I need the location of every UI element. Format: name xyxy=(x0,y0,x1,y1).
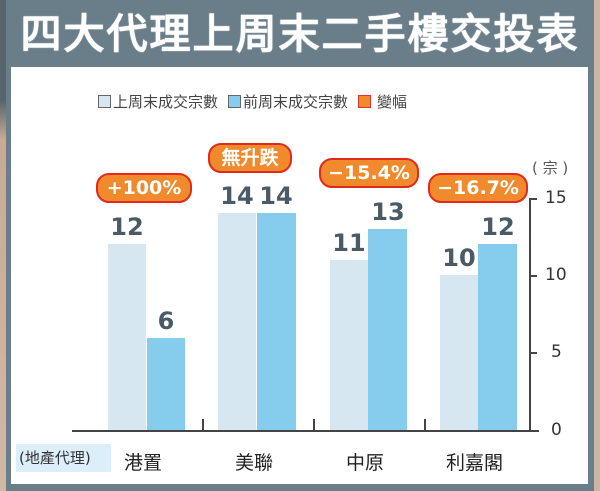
value-label: 6 xyxy=(157,307,175,335)
bar-last-weekend xyxy=(330,260,368,431)
y-axis-line xyxy=(529,198,531,431)
bar-prev-weekend xyxy=(257,213,296,431)
x-axis-title: (地產代理) xyxy=(16,444,111,472)
value-label: 13 xyxy=(371,198,405,226)
bar-last-weekend xyxy=(440,275,478,431)
legend-item-change: 變幅 xyxy=(358,91,407,112)
change-badge: −15.4% xyxy=(319,158,419,188)
legend-swatch-prev-weekend xyxy=(228,94,242,108)
x-axis-line xyxy=(72,430,539,432)
x-axis-tick xyxy=(202,419,204,431)
chart-title: 四大代理上周末二手樓交投表現 xyxy=(20,10,580,118)
bar-last-weekend xyxy=(218,213,256,431)
value-label: 14 xyxy=(259,182,293,210)
y-tick-label: 0 xyxy=(551,420,562,440)
y-tick-label: 5 xyxy=(551,342,562,362)
legend-item-prev-weekend: 前周末成交宗數 xyxy=(228,91,348,112)
value-label: 12 xyxy=(110,213,144,241)
bar-prev-weekend xyxy=(147,338,185,431)
value-label: 12 xyxy=(481,213,515,241)
legend-swatch-change xyxy=(358,94,372,108)
category-label: 港置 xyxy=(124,452,163,474)
category-label: 美聯 xyxy=(235,452,274,474)
y-axis-tick xyxy=(529,275,537,277)
legend: 上周末成交宗數 前周末成交宗數 變幅 xyxy=(98,91,417,111)
y-axis-tick xyxy=(529,198,537,200)
value-label: 14 xyxy=(220,182,254,210)
y-tick-label: 15 xyxy=(545,188,567,208)
change-badge: 無升跌 xyxy=(208,143,292,173)
legend-label: 上周末成交宗數 xyxy=(113,92,219,111)
y-tick-label: 10 xyxy=(545,265,567,285)
bar-prev-weekend xyxy=(368,229,407,431)
change-badge: +100% xyxy=(96,173,192,203)
background-edge xyxy=(0,0,6,491)
legend-swatch-last-weekend xyxy=(98,94,111,108)
y-axis-tick xyxy=(529,352,537,354)
x-axis-tick xyxy=(313,419,315,431)
legend-label: 前周末成交宗數 xyxy=(243,92,349,111)
bar-prev-weekend xyxy=(478,244,517,431)
category-label: 中原 xyxy=(346,452,385,474)
x-axis-tick xyxy=(424,419,426,431)
category-label: 利嘉閣 xyxy=(446,452,504,474)
change-badge: −16.7% xyxy=(428,173,528,203)
y-axis-tick xyxy=(529,430,537,432)
legend-label: 變幅 xyxy=(377,92,408,111)
legend-item-last-weekend: 上周末成交宗數 xyxy=(98,91,218,112)
bar-last-weekend xyxy=(108,244,146,431)
value-label: 11 xyxy=(332,229,366,257)
value-label: 10 xyxy=(442,244,476,272)
y-axis-unit: ( 宗 ) xyxy=(532,159,569,177)
